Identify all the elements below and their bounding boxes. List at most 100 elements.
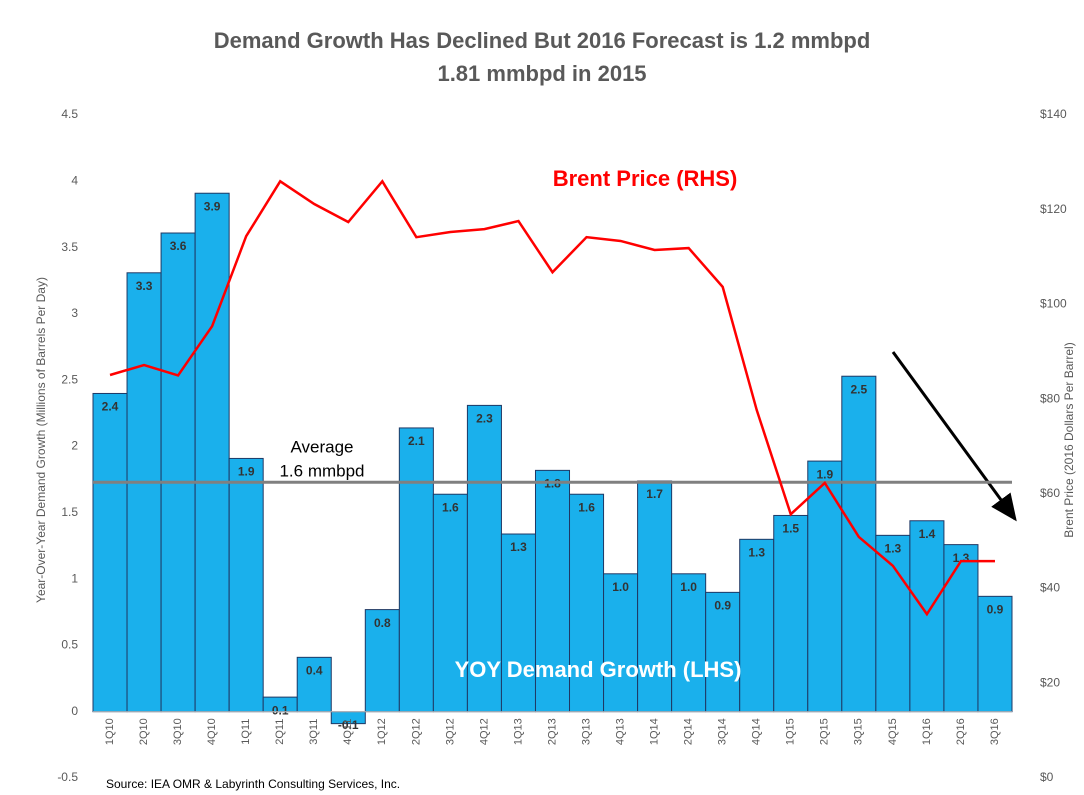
x-tick-label: 2Q12 <box>410 718 422 745</box>
x-tick-label: 2Q13 <box>546 718 558 745</box>
brent-annotation: Brent Price (RHS) <box>553 166 738 191</box>
yoy-annotation: YOY Demand Growth (LHS) <box>455 657 742 682</box>
average-label: Average <box>290 437 353 456</box>
value-label: 1.3 <box>885 542 902 556</box>
bar <box>194 192 230 713</box>
bar <box>773 514 809 713</box>
y-tick-label: 0 <box>71 704 78 718</box>
value-label: 1.0 <box>680 580 697 594</box>
x-tick-label: 1Q15 <box>785 718 797 745</box>
bar <box>160 232 196 713</box>
bar <box>296 656 332 713</box>
bar <box>398 427 434 713</box>
x-tick-label: 1Q11 <box>240 719 252 745</box>
y-tick-label: 1.5 <box>61 505 78 519</box>
average-label: 1.6 mmbpd <box>279 461 364 480</box>
x-tick-label: 4Q15 <box>887 718 899 745</box>
y2-tick-label: $100 <box>1040 297 1067 311</box>
y2-tick-label: $120 <box>1040 202 1067 216</box>
x-tick-label: 3Q10 <box>172 718 184 745</box>
x-tick-label: 2Q10 <box>138 718 150 745</box>
value-label: 1.3 <box>748 545 765 559</box>
y-tick-label: 0.5 <box>61 638 78 652</box>
source: Source: IEA OMR & Labyrinth Consulting S… <box>106 777 400 791</box>
bar <box>671 573 707 713</box>
y2-axis-title: Brent Price (2016 Dollars Per Barrel) <box>1062 342 1076 537</box>
x-tick-label: 4Q13 <box>614 718 626 745</box>
x-tick-label: 3Q13 <box>580 718 592 745</box>
bar <box>739 538 775 713</box>
value-label: -0.1 <box>338 718 359 732</box>
bar <box>875 534 911 713</box>
x-tick-label: 1Q16 <box>921 718 933 745</box>
y2-tick-label: $80 <box>1040 391 1060 405</box>
value-label: 1.6 <box>578 500 595 514</box>
x-tick-label: 3Q12 <box>444 718 456 745</box>
value-label: 0.8 <box>374 616 391 630</box>
x-tick-label: 3Q14 <box>717 718 729 745</box>
value-label: 2.4 <box>102 400 119 414</box>
chart-title: Demand Growth Has Declined But 2016 Fore… <box>214 28 871 53</box>
value-label: 1.3 <box>510 540 527 554</box>
bar <box>92 392 128 713</box>
x-tick-label: 4Q12 <box>478 718 490 745</box>
value-label: 1.5 <box>782 522 799 536</box>
x-tick-label: 3Q11 <box>308 719 320 745</box>
y-tick-label: 3.5 <box>61 240 78 254</box>
y-tick-label: 2 <box>71 439 78 453</box>
brent-line <box>109 179 995 617</box>
bar <box>943 544 979 713</box>
bar <box>228 457 264 713</box>
x-tick-label: 2Q11 <box>274 719 286 745</box>
value-label: 0.4 <box>306 664 323 678</box>
trend-arrow <box>891 351 1017 522</box>
y2-tick-label: $140 <box>1040 107 1067 121</box>
value-label: 1.6 <box>442 500 459 514</box>
value-label: 2.5 <box>850 382 867 396</box>
value-label: 2.3 <box>476 412 493 426</box>
bar <box>841 375 877 713</box>
y-axis-title: Year-Over-Year Demand Growth (Millions o… <box>34 277 48 603</box>
bar <box>977 595 1013 713</box>
bar <box>126 272 162 713</box>
value-label: 1.9 <box>238 465 255 479</box>
y-tick-label: 1 <box>71 571 78 585</box>
x-tick-label: 4Q11 <box>342 719 354 745</box>
x-tick-label: 4Q10 <box>206 718 218 745</box>
y2-tick-label: $60 <box>1040 486 1060 500</box>
bar <box>500 533 536 713</box>
bar <box>603 573 639 713</box>
bar <box>534 469 571 713</box>
y2-tick-label: $0 <box>1040 770 1054 784</box>
value-label: 3.3 <box>136 279 153 293</box>
bar <box>705 591 741 713</box>
x-tick-label: 2Q15 <box>819 718 831 745</box>
x-tick-label: 3Q16 <box>989 718 1001 745</box>
y-tick-label: 2.5 <box>61 372 78 386</box>
x-tick-label: 3Q15 <box>853 718 865 745</box>
value-label: 1.7 <box>646 487 663 501</box>
value-label: 0.1 <box>272 703 289 717</box>
value-label: 3.9 <box>204 199 221 213</box>
y-tick-label: 4 <box>71 173 78 187</box>
value-label: 0.9 <box>714 599 731 613</box>
x-tick-label: 1Q10 <box>104 718 116 745</box>
value-label: 1.9 <box>816 467 833 481</box>
bar <box>432 493 468 713</box>
x-tick-label: 1Q14 <box>649 718 661 745</box>
x-tick-label: 2Q16 <box>955 718 967 745</box>
bar <box>807 460 843 713</box>
value-label: 3.6 <box>170 239 187 253</box>
bar <box>569 493 605 713</box>
y-tick-label: 3 <box>71 306 78 320</box>
chart-subtitle: 1.81 mmbpd in 2015 <box>437 61 646 86</box>
value-label: 1.0 <box>612 580 629 594</box>
value-label: 2.1 <box>408 434 425 448</box>
value-label: 0.9 <box>987 603 1004 617</box>
value-label: 1.4 <box>919 527 936 541</box>
x-tick-label: 4Q14 <box>751 718 763 745</box>
bar <box>364 609 400 713</box>
y-tick-label: -0.5 <box>57 770 78 784</box>
y2-tick-label: $20 <box>1040 675 1060 689</box>
